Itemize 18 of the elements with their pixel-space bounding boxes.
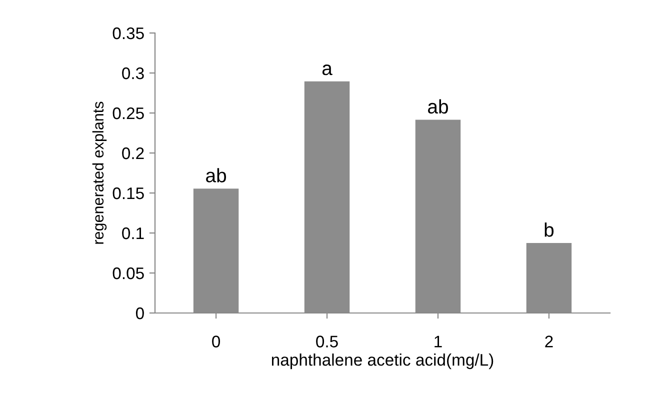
x-tick-label: 1 [434, 336, 442, 348]
y-tick-label: 0.05 [112, 267, 144, 280]
x-tick-label: 2 [545, 336, 553, 348]
annotation: a [322, 64, 332, 76]
annotation: ab [428, 99, 448, 114]
y-tick-label: 0.25 [112, 107, 144, 120]
y-tick-label: 0.3 [122, 67, 144, 80]
x-tick-label: 0 [212, 336, 220, 348]
y-axis-title: regenerated explants [92, 102, 107, 244]
y-tick-label: 0.2 [122, 147, 144, 160]
y-tick-label: 0.1 [122, 227, 144, 240]
x-tick-label: 0.5 [316, 336, 338, 348]
y-tick-label: 0.35 [112, 27, 144, 40]
y-tick-label: 0.15 [112, 187, 144, 200]
annotation: b [544, 222, 554, 237]
y-tick-label: 0 [136, 307, 144, 320]
x-axis-title: naphthalene acetic acid(mg/L) [272, 354, 494, 370]
annotation: ab [206, 168, 226, 182]
